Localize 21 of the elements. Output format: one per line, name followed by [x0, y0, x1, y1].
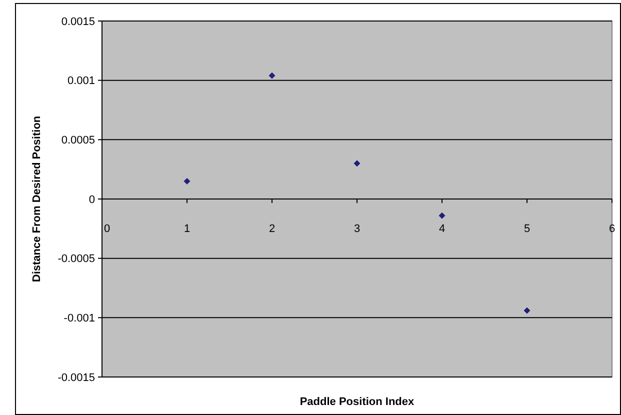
y-axis-title: Distance From Desired Position [31, 116, 43, 282]
point [524, 307, 530, 314]
y-tick-label: 0 [88, 194, 95, 206]
y-tick-label: 0.0015 [61, 16, 95, 28]
x-tick-label: 1 [184, 223, 190, 235]
y-tick-label: 0.0005 [61, 134, 95, 147]
point [268, 72, 276, 79]
point [354, 160, 360, 167]
y-tick-label: -0.0005 [58, 253, 95, 266]
y-tick-label: 0.001 [67, 75, 95, 88]
x-tick-label: 4 [438, 223, 446, 235]
y-tick-label: -0.001 [64, 312, 95, 325]
x-axis-title: Paddle Position Index [300, 396, 416, 408]
x-tick-label: 0 [104, 223, 110, 235]
point [184, 178, 190, 184]
y-tick-label: -0.0015 [58, 372, 95, 384]
point [438, 212, 446, 219]
x-tick-label: 6 [608, 223, 616, 235]
x-tick-label: 2 [268, 223, 276, 235]
x-tick-label: 3 [354, 223, 360, 235]
x-tick-label: 5 [524, 223, 530, 235]
